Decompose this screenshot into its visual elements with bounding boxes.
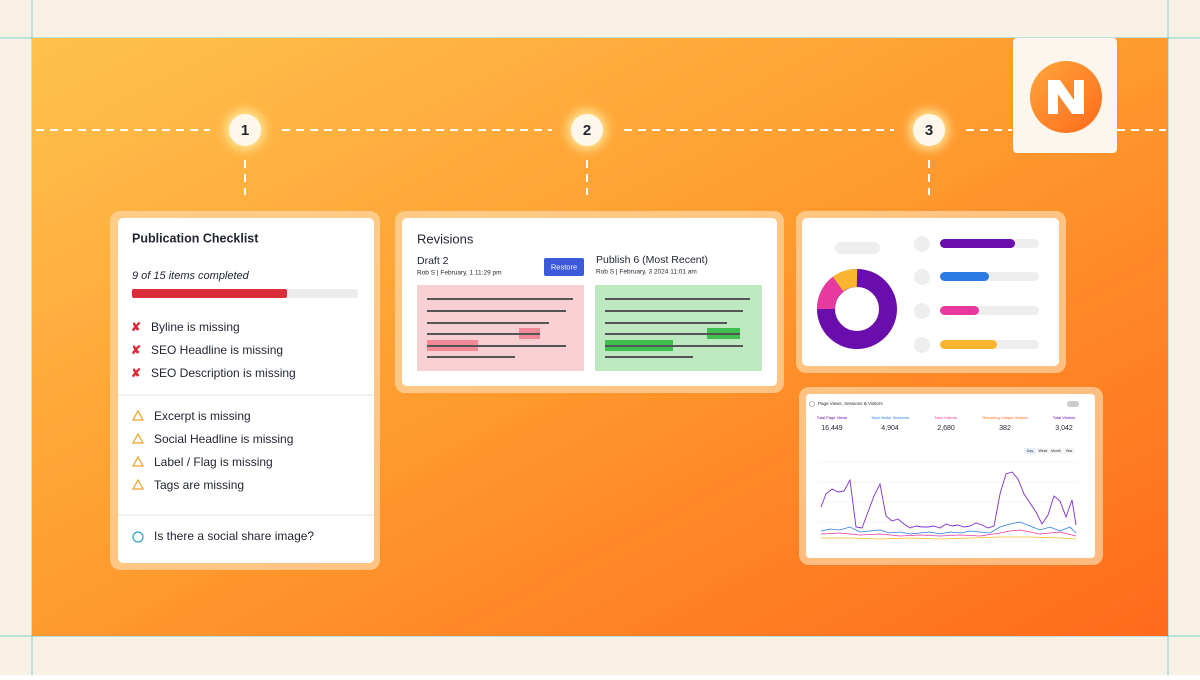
stat-label: Total Visitors [1053,415,1076,420]
analytics-title: Page Views, Sessions & Visitors [818,401,883,406]
checklist-card: Publication Checklist 9 of 15 items comp… [110,211,380,570]
svg-text:✘: ✘ [131,343,141,357]
revision-meta: Rob S | February, 3 2024 11:01 am [596,269,697,276]
revisions-card: Revisions Draft 2 Rob S | February, 1 11… [395,211,784,393]
tab-label[interactable]: Month [1051,449,1061,453]
stat-value: 3,042 [1055,425,1073,432]
warning-item: Tags are missing [154,478,244,492]
stat-value: 4,904 [881,425,899,432]
timeline [36,129,1166,195]
revision-meta: Rob S | February, 1 11:29 pm [417,270,502,277]
logo-mark [1048,80,1084,114]
steps: 1 2 3 [225,110,949,150]
error-item: SEO Description is missing [151,366,296,380]
tab-label[interactable]: Year [1065,449,1073,453]
stat-label: Returning Unique Visitors [982,415,1027,420]
stat-label: New Visitors [935,415,957,420]
svg-text:✘: ✘ [131,366,141,380]
revisions-title: Revisions [417,231,474,246]
svg-text:✘: ✘ [131,320,141,334]
error-item: SEO Headline is missing [151,343,283,357]
info-item: Is there a social share image? [154,529,314,543]
progress-label: 9 of 15 items completed [132,270,250,282]
stat-value: 2,680 [937,425,955,432]
revision-name: Publish 6 (Most Recent) [596,254,708,266]
warning-item: Label / Flag is missing [154,455,273,469]
restore-button[interactable] [544,258,584,276]
tab[interactable] [1050,448,1062,454]
error-item: Byline is missing [151,320,240,334]
step-number: 3 [925,122,933,139]
revision-name: Draft 2 [417,255,449,267]
warning-item: Excerpt is missing [154,409,251,423]
warning-item: Social Headline is missing [154,432,293,446]
tab[interactable] [1024,448,1036,454]
checklist-title: Publication Checklist [132,231,259,245]
step-number: 1 [241,122,249,139]
stat-label: Total Visitor Sessions [871,415,909,420]
stat-label: Total Page Views [817,415,848,420]
donut-card [796,211,1066,373]
tab[interactable] [1063,448,1075,454]
step-number: 2 [583,122,591,139]
restore-label[interactable]: Restore [551,262,577,271]
tab-label[interactable]: Day [1027,449,1033,453]
stat-value: 16,449 [821,425,843,432]
analytics-card: Page Views, Sessions & Visitors Total Pa… [799,387,1103,565]
stat-value: 382 [999,425,1011,432]
tab[interactable] [1037,448,1049,454]
tab-label[interactable]: Week [1039,449,1048,453]
